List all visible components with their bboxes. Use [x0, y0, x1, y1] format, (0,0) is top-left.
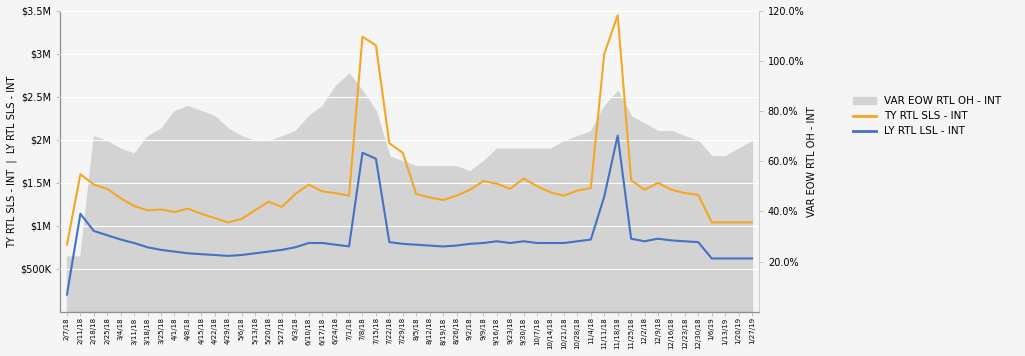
Y-axis label: TY RTL SLS - INT  |  LY RTL SLS - INT: TY RTL SLS - INT | LY RTL SLS - INT — [7, 75, 17, 247]
Legend: VAR EOW RTL OH - INT, TY RTL SLS - INT, LY RTL LSL - INT: VAR EOW RTL OH - INT, TY RTL SLS - INT, … — [848, 91, 1007, 142]
Y-axis label: VAR EOW RTL OH - INT: VAR EOW RTL OH - INT — [808, 106, 817, 217]
